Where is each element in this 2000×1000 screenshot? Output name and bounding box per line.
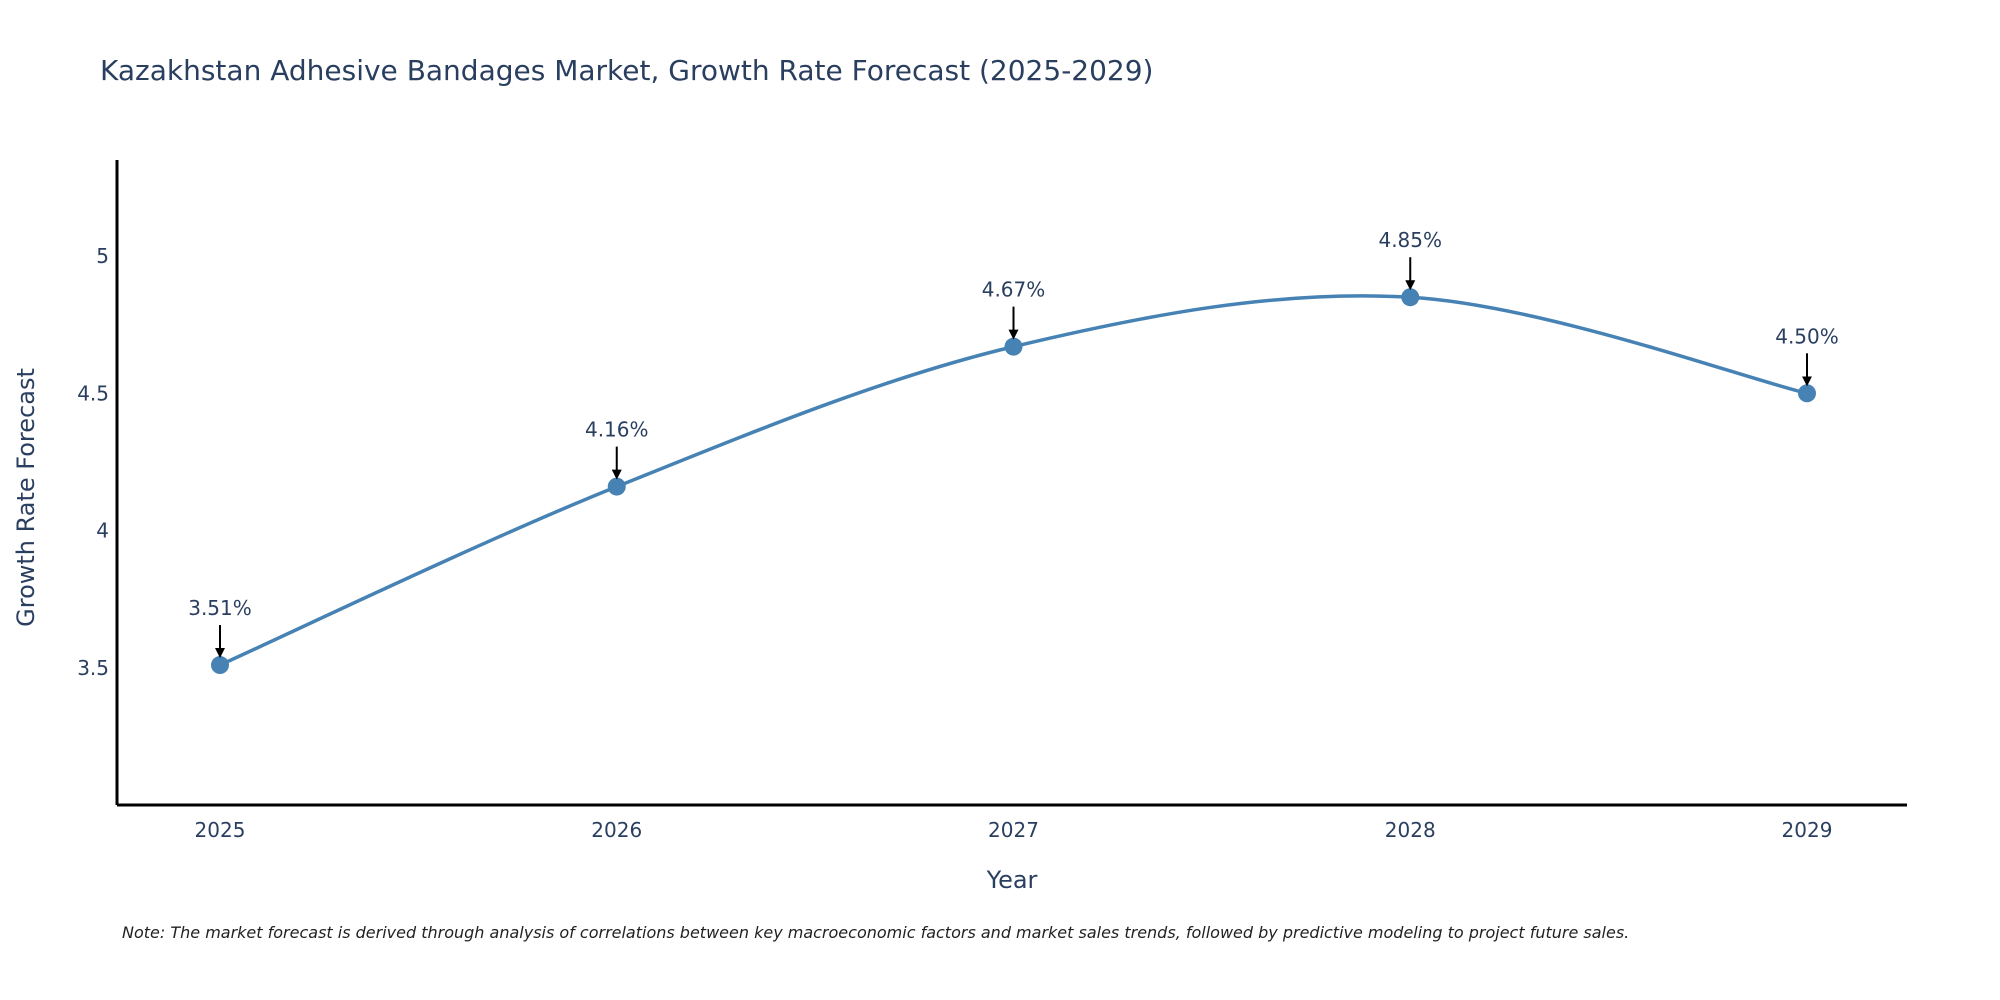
data-annotations: 3.51% 4.16% 4.67% 4.85% 4.50% — [188, 228, 1839, 659]
data-label: 4.16% — [585, 418, 649, 442]
data-point — [607, 477, 626, 496]
x-tick-label: 2027 — [988, 818, 1039, 842]
data-label: 3.51% — [188, 596, 252, 620]
y-axis-title: Growth Rate Forecast — [12, 368, 40, 627]
chart-title: Kazakhstan Adhesive Bandages Market, Gro… — [100, 54, 1153, 87]
x-axis-ticks: 2025 2026 2027 2028 2029 — [195, 818, 1833, 842]
x-tick-label: 2028 — [1385, 818, 1436, 842]
chart-note: Note: The market forecast is derived thr… — [122, 923, 1629, 942]
y-tick-label: 4 — [96, 519, 109, 543]
y-axis-ticks: 3.5 4 4.5 5 — [77, 244, 109, 680]
data-markers — [211, 288, 1816, 675]
data-label: 4.50% — [1775, 324, 1839, 348]
data-label: 4.67% — [982, 278, 1046, 302]
data-point — [1798, 384, 1816, 403]
data-point — [211, 656, 229, 675]
y-tick-label: 4.5 — [77, 381, 109, 405]
plot-area: 3.5 4 4.5 5 2025 2026 2027 2028 2029 3.51% 4.16%… — [77, 160, 1907, 842]
x-axis-title: Year — [986, 866, 1038, 894]
x-tick-label: 2026 — [591, 818, 642, 842]
y-tick-label: 5 — [96, 244, 109, 268]
data-point — [1004, 337, 1023, 356]
x-tick-label: 2029 — [1782, 818, 1833, 842]
data-point — [1401, 288, 1420, 307]
y-tick-label: 3.5 — [77, 656, 109, 680]
data-label: 4.85% — [1378, 228, 1442, 252]
x-tick-label: 2025 — [195, 818, 246, 842]
